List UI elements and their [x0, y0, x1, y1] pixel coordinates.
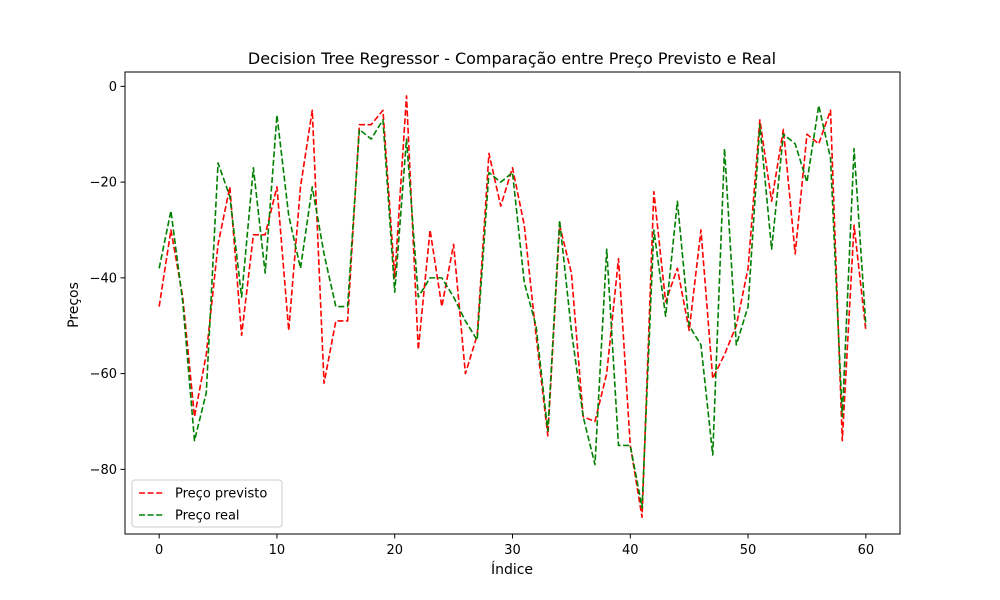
y-tick-label: −40 — [90, 271, 117, 286]
chart-title: Decision Tree Regressor - Comparação ent… — [248, 49, 776, 68]
legend: Preço previsto Preço real — [131, 479, 283, 528]
series-line-preco-real — [158, 104, 867, 509]
x-tick-label: 60 — [858, 543, 875, 558]
x-tick-label: 20 — [386, 543, 403, 558]
y-tick-label: 0 — [109, 80, 117, 95]
legend-label: Preço previsto — [175, 487, 267, 502]
series-line-preco-previsto — [158, 95, 867, 519]
y-tick-label: −80 — [90, 463, 117, 478]
y-tick-label: −60 — [90, 367, 117, 382]
series-layer — [158, 95, 867, 519]
y-axis: 0 −20 −40 −60 −80 — [90, 80, 125, 478]
x-axis: 0 10 20 30 40 50 60 — [155, 534, 874, 558]
x-axis-title: Índice — [491, 561, 533, 578]
legend-box — [131, 479, 283, 528]
x-tick-label: 30 — [504, 543, 521, 558]
x-tick-label: 0 — [155, 543, 163, 558]
x-tick-label: 50 — [740, 543, 757, 558]
x-tick-label: 10 — [269, 543, 286, 558]
legend-label: Preço real — [175, 509, 240, 524]
x-tick-label: 40 — [622, 543, 639, 558]
y-axis-title: Preços — [66, 282, 82, 328]
y-tick-label: −20 — [90, 176, 117, 191]
